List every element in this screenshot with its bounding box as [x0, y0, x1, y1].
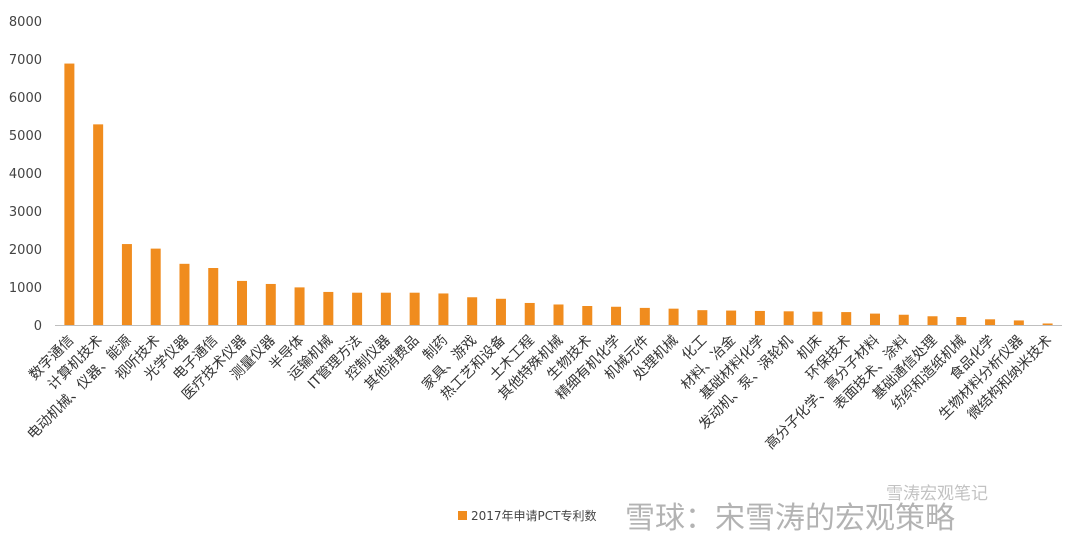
bar [1042, 323, 1053, 325]
bar [409, 292, 420, 325]
bars-group [64, 63, 1053, 326]
bar [1013, 320, 1024, 325]
bar [726, 310, 737, 325]
bar [237, 280, 248, 325]
bar [323, 291, 334, 325]
bar [754, 310, 765, 325]
y-tick-label: 7000 [9, 53, 42, 68]
category-labels: 数字通信计算机技术电动机械、仪器、能源视听技术光学仪器电子通信医疗技术仪器测量仪… [24, 332, 1055, 453]
watermark-main: 雪球：宋雪涛的宏观策略 [625, 501, 955, 536]
bar [208, 268, 219, 325]
y-tick-label: 4000 [9, 167, 42, 182]
y-tick-label: 2000 [9, 243, 42, 258]
bar [438, 293, 449, 325]
bar [812, 311, 823, 325]
legend-label: 2017年申请PCT专利数 [471, 508, 597, 523]
bar [956, 317, 967, 325]
bar [467, 297, 478, 325]
watermark: 雪涛宏观笔记 雪球：宋雪涛的宏观策略 [625, 484, 988, 536]
bar [985, 319, 996, 325]
bar [524, 302, 535, 325]
bar [294, 287, 305, 325]
y-tick-label: 3000 [9, 205, 42, 220]
y-tick-label: 0 [34, 319, 42, 334]
bar [150, 248, 161, 325]
bar [495, 298, 506, 325]
legend-swatch [458, 511, 467, 520]
bar [639, 307, 650, 325]
bar [179, 263, 190, 325]
bar [611, 306, 622, 325]
y-tick-label: 1000 [9, 281, 42, 296]
bar [64, 63, 75, 326]
bar [783, 311, 794, 325]
bar [668, 308, 679, 325]
bar [869, 313, 880, 325]
bar [898, 314, 909, 325]
y-axis: 0 1000 2000 3000 4000 5000 6000 7000 8000 [9, 15, 42, 334]
y-tick-label: 6000 [9, 91, 42, 106]
bar [841, 312, 852, 325]
y-tick-label: 8000 [9, 15, 42, 30]
bar [553, 304, 564, 325]
bar [582, 306, 593, 325]
bar [265, 283, 276, 325]
bar [352, 292, 363, 325]
bar [927, 316, 938, 325]
bar [93, 124, 104, 325]
legend: 2017年申请PCT专利数 [458, 508, 597, 523]
bar [697, 310, 708, 325]
watermark-sub: 雪涛宏观笔记 [886, 484, 988, 504]
bar [121, 244, 132, 325]
y-tick-label: 5000 [9, 129, 42, 144]
bar [380, 292, 391, 325]
